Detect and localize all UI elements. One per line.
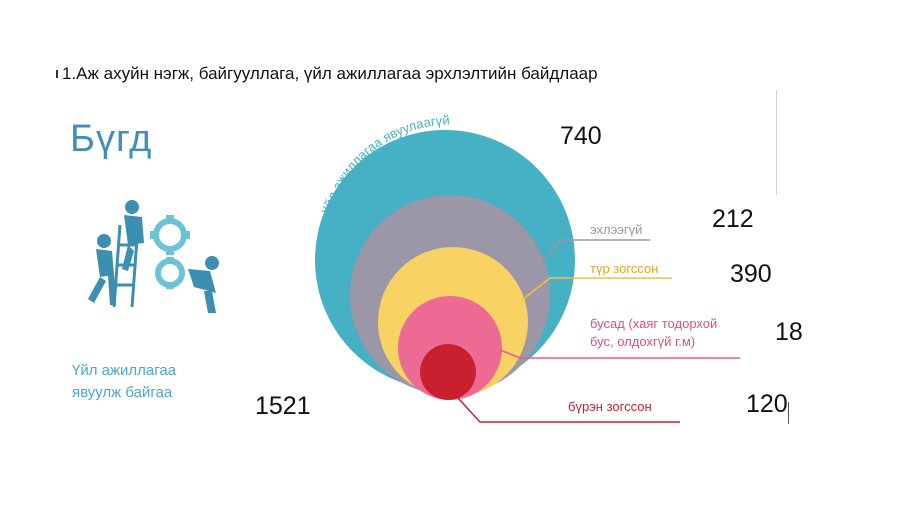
section-heading: Бүгд [70,118,153,160]
inactive-value: 740 [560,122,602,150]
page-title: 1.Аж ахуйн нэгж, байгууллага, үйл ажилла… [62,64,598,83]
people-with-gears-icon [88,200,219,313]
label-not-started: эхлээгүй [590,222,643,237]
leader-temp-stopped [521,277,672,301]
value-other: 18 [775,318,803,346]
active-label-line1: Үйл ажиллагаа [72,362,177,379]
circle-fully-stopped [420,344,476,400]
value-temp-stopped: 390 [730,260,772,288]
divider-line [776,90,777,195]
label-other-line2: бус, олдохгүй г.м) [590,334,696,349]
active-businesses-label: Үйл ажиллагаа явуулж байгаа [72,360,222,404]
leader-not-started [537,239,650,271]
value-fully-stopped: 120 [746,390,788,418]
leader-other [499,349,740,359]
leader-fully-stopped [457,397,680,423]
value-not-started: 212 [712,205,754,233]
active-value: 1521 [255,392,311,420]
active-label-line2: явуулж байгаа [72,384,173,401]
label-fully-stopped: бүрэн зогссон [568,399,652,414]
label-other: бусад (хаяг тодорхой бус, олдохгүй г.м) [590,315,717,351]
tick-mark [788,402,789,424]
title-marker [56,70,58,78]
label-other-line1: бусад (хаяг тодорхой [590,316,718,331]
label-temp-stopped: түр зогссон [590,261,659,276]
